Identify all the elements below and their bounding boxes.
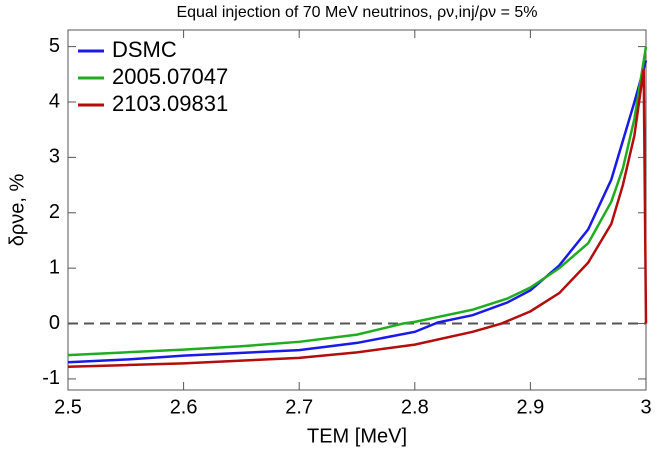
y-axis-label: δρνe, % [6, 174, 28, 247]
legend-label: 2005.07047 [112, 64, 228, 89]
legend-label: 2103.09831 [112, 91, 228, 116]
x-tick-label: 2.5 [54, 396, 82, 418]
y-tick-label: 3 [49, 146, 60, 168]
series-line [67, 46, 648, 357]
x-tick-label: 2.9 [516, 396, 544, 418]
y-tick-label: 2 [49, 201, 60, 223]
x-tick-label: 2.7 [285, 396, 313, 418]
series-line [67, 68, 648, 368]
x-tick-label: 3 [640, 396, 651, 418]
y-tick-label: 0 [49, 312, 60, 334]
x-axis-label: TEM [MeV] [307, 425, 407, 447]
series-line [67, 60, 648, 364]
legend-label: DSMC [112, 37, 177, 62]
x-tick-label: 2.8 [401, 396, 429, 418]
x-tick-label: 2.6 [170, 396, 198, 418]
y-tick-label: -1 [42, 367, 60, 389]
chart-title: Equal injection of 70 MeV neutrinos, ρν,… [176, 4, 537, 21]
y-tick-label: 1 [49, 256, 60, 278]
y-tick-label: 5 [49, 35, 60, 57]
y-tick-label: 4 [49, 90, 60, 112]
